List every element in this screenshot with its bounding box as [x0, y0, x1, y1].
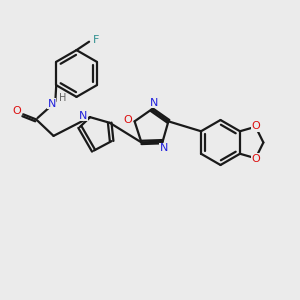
Text: F: F — [92, 35, 99, 45]
Text: N: N — [150, 98, 159, 108]
Text: N: N — [160, 143, 168, 153]
Text: N: N — [79, 111, 88, 121]
Text: O: O — [124, 115, 132, 125]
Text: O: O — [252, 154, 261, 164]
Text: N: N — [47, 99, 56, 109]
Text: O: O — [252, 121, 261, 131]
Text: H: H — [59, 93, 67, 103]
Text: O: O — [12, 106, 21, 116]
